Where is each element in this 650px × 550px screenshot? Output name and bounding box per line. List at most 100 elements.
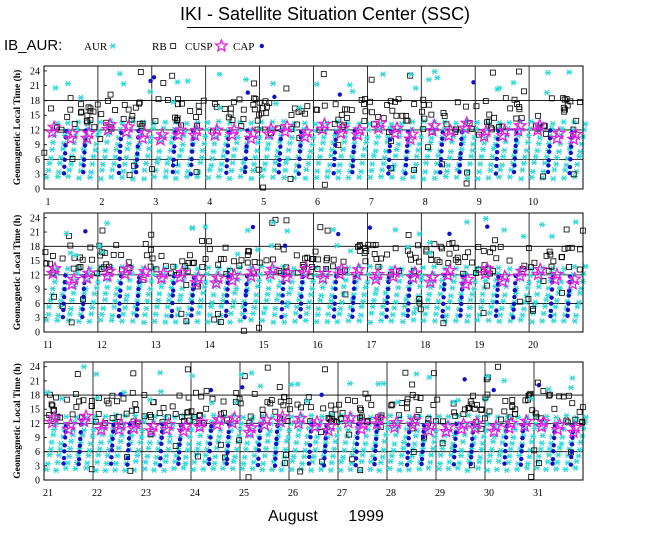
rb-point [426,101,433,108]
aur-point [261,453,268,459]
aur-point [272,159,279,166]
cusp-point [441,128,457,143]
cusp-point [551,125,567,140]
rb-point [236,96,243,103]
aur-point [381,438,388,445]
cap-point [569,144,574,149]
cap-point [503,435,509,440]
aur-point [216,433,223,440]
aur-point [463,219,470,225]
x-tick-label: 18 [420,340,430,351]
aur-point [453,120,460,127]
cap-point [502,461,507,466]
rb-point [142,241,149,247]
rb-point [200,97,207,104]
cap-point [350,170,355,175]
cap-point [81,163,86,168]
aur-point [550,317,557,324]
rb-point [393,112,400,119]
aur-point [331,446,338,452]
cap-point [511,169,517,175]
aur-point [69,297,76,304]
aur-point [238,371,245,378]
cusp-point [243,130,259,145]
aur-point [122,412,129,419]
cap-point [319,392,324,398]
rb-point [419,108,425,115]
aur-point [370,297,377,304]
cap-point [404,156,409,162]
aur-point [387,458,394,465]
aur-point [315,305,322,312]
aur-point [458,146,465,153]
cusp-point [424,122,440,137]
aur-point [84,460,91,466]
x-tick-label: 26 [288,488,298,499]
rb-point [468,126,475,132]
x-tick-labels: 1 2 3 4 5 6 7 8 9 10 [46,197,539,208]
cap-point [439,149,444,154]
x-tick-label: 22 [92,488,102,499]
aur-point [415,147,422,154]
cap-point [331,314,337,319]
cap-point [549,301,554,306]
aur-point [284,155,291,162]
aur-point [472,125,479,132]
rb-point [425,144,431,151]
aur-point [227,319,234,326]
rb-point [206,246,213,253]
aur-point [500,153,507,160]
aur-point [288,134,295,141]
rb-point [59,255,66,262]
rb-point [203,405,210,412]
rb-point [263,109,270,116]
aur-point [553,414,560,421]
cap-point [242,315,247,320]
aur-point [427,459,434,466]
rb-point [486,118,492,125]
cap-point [440,308,445,314]
cap-point [225,443,231,448]
cap-point [372,462,377,467]
aur-point [362,284,369,291]
aur-point [111,160,118,167]
aur-point [573,414,580,421]
aur-point [391,441,398,447]
aur-point [337,305,344,312]
aur-point [471,285,478,292]
aur-point [572,219,579,225]
rb-point [196,109,203,115]
y-axis-title: Geomagnetic Local Time (h) [12,215,23,330]
aur-point [134,452,141,459]
aur-point [529,168,536,175]
cap-point [511,301,517,307]
rb-point [94,101,101,108]
cusp-point [568,126,583,141]
rb-point [260,184,267,191]
aur-point [509,440,516,447]
cap-point [404,462,410,467]
rb-point [563,226,570,233]
rb-point [53,394,59,401]
cap-point [493,171,499,176]
cap-point [323,443,328,449]
cap-point [442,282,447,287]
rb-point [428,257,435,263]
aur-point [369,161,376,167]
y-tick-label: 12 [30,270,40,281]
aur-point [501,227,508,233]
aur-point [263,445,270,452]
aur-point [210,465,217,472]
aur-point [294,381,301,387]
aur-point [375,381,382,387]
rb-point [129,389,136,396]
cusp-point [44,124,60,139]
y-axis-title: Geomagnetic Local Time (h) [12,363,23,478]
aur-point [486,458,493,465]
cap-point [134,157,140,162]
aur-point [60,146,67,152]
aur-point [562,466,569,473]
aur-point [314,434,321,440]
aur-point [66,167,73,173]
cap-point [373,443,378,449]
